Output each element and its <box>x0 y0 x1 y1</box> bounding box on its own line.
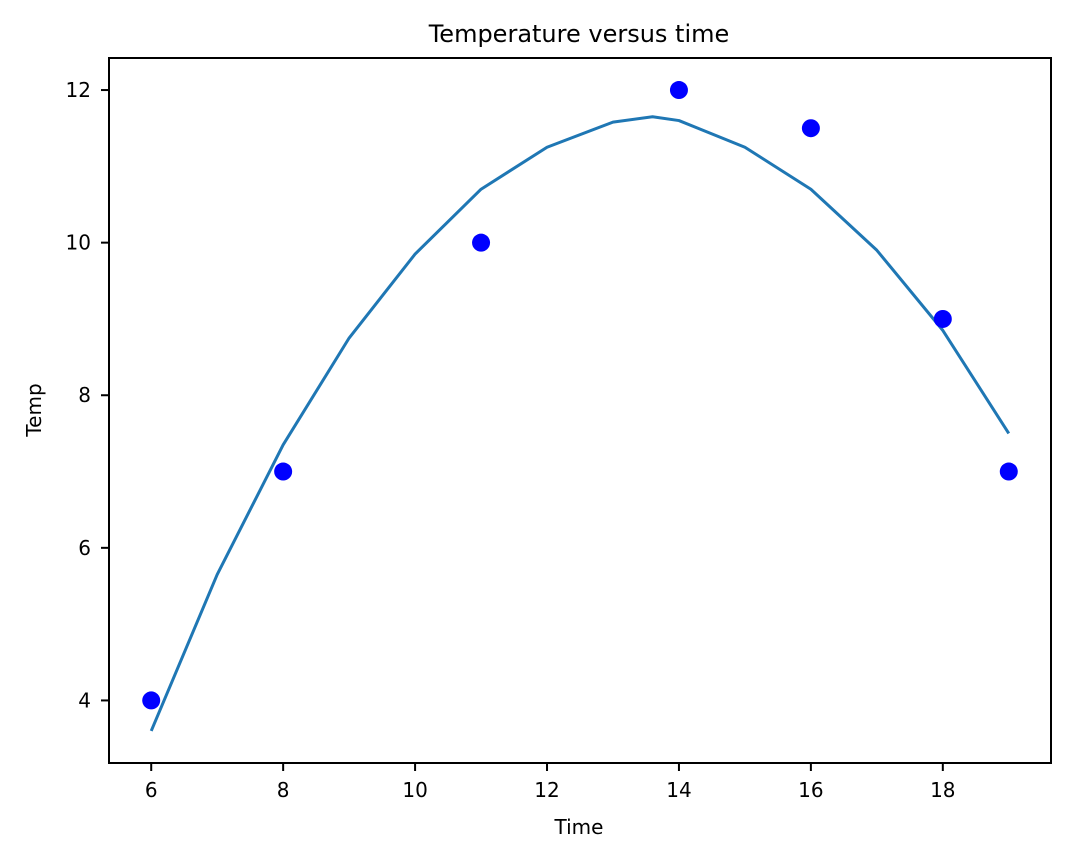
plot-area <box>142 81 1018 732</box>
y-tick-label: 12 <box>66 78 91 102</box>
y-tick-label: 8 <box>78 383 91 407</box>
x-tick-label: 10 <box>402 778 427 802</box>
y-tick-label: 10 <box>66 231 91 255</box>
x-tick-label: 18 <box>930 778 955 802</box>
x-tick-label: 14 <box>666 778 691 802</box>
x-axis-label: Time <box>554 815 604 839</box>
x-tick-label: 6 <box>145 778 158 802</box>
plot-frame <box>108 57 1052 764</box>
fit-curve-line <box>149 115 1011 732</box>
data-point <box>999 462 1018 481</box>
y-tick-label: 6 <box>78 536 91 560</box>
data-point <box>142 691 161 710</box>
data-point <box>472 233 491 252</box>
x-tick-label: 12 <box>534 778 559 802</box>
data-point <box>669 81 688 100</box>
data-point <box>933 309 952 328</box>
x-tick-label: 8 <box>277 778 290 802</box>
y-axis-label: Temp <box>22 383 46 437</box>
data-point <box>274 462 293 481</box>
chart-title: Temperature versus time <box>428 20 730 48</box>
y-axis: 4 6 8 10 12 <box>66 78 109 712</box>
data-point <box>801 119 820 138</box>
y-tick-label: 4 <box>78 688 91 712</box>
x-axis: 6 8 10 12 14 16 18 <box>145 763 956 802</box>
x-tick-label: 16 <box>798 778 823 802</box>
